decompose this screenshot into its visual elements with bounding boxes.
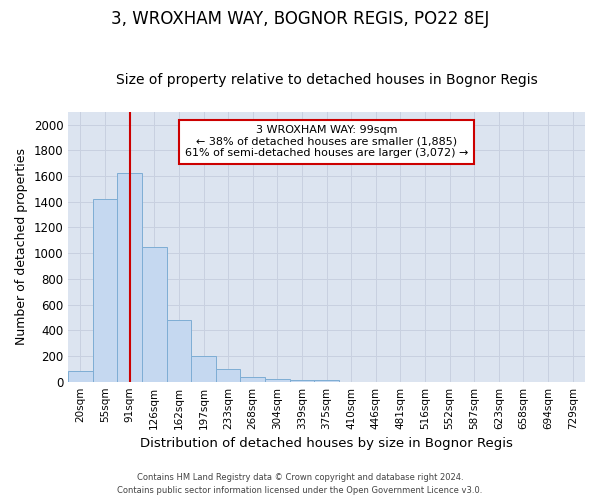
X-axis label: Distribution of detached houses by size in Bognor Regis: Distribution of detached houses by size …	[140, 437, 513, 450]
Bar	[142, 246, 167, 382]
Bar	[216, 369, 241, 382]
Bar	[167, 320, 191, 382]
Text: Contains HM Land Registry data © Crown copyright and database right 2024.
Contai: Contains HM Land Registry data © Crown c…	[118, 474, 482, 495]
Bar	[68, 372, 93, 382]
Bar	[118, 174, 142, 382]
Bar	[290, 380, 314, 382]
Y-axis label: Number of detached properties: Number of detached properties	[15, 148, 28, 345]
Bar	[191, 356, 216, 382]
Bar	[265, 379, 290, 382]
Title: Size of property relative to detached houses in Bognor Regis: Size of property relative to detached ho…	[116, 73, 538, 87]
Bar	[241, 377, 265, 382]
Bar	[93, 199, 118, 382]
Text: 3 WROXHAM WAY: 99sqm
← 38% of detached houses are smaller (1,885)
61% of semi-de: 3 WROXHAM WAY: 99sqm ← 38% of detached h…	[185, 126, 468, 158]
Text: 3, WROXHAM WAY, BOGNOR REGIS, PO22 8EJ: 3, WROXHAM WAY, BOGNOR REGIS, PO22 8EJ	[111, 10, 489, 28]
Bar	[314, 380, 339, 382]
